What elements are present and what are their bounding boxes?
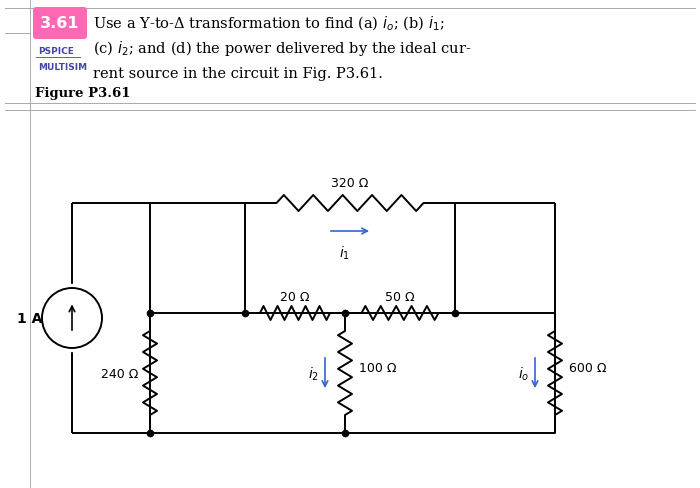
- Text: 100 Ω: 100 Ω: [359, 362, 396, 375]
- Text: 320 Ω: 320 Ω: [331, 177, 369, 190]
- Text: $i_2$: $i_2$: [308, 365, 319, 382]
- Text: Figure P3.61: Figure P3.61: [35, 87, 130, 100]
- Text: $i_1$: $i_1$: [340, 244, 351, 262]
- Text: rent source in the circuit in Fig. P3.61.: rent source in the circuit in Fig. P3.61…: [93, 67, 383, 81]
- Text: PSPICE: PSPICE: [38, 47, 74, 57]
- Text: 3.61: 3.61: [41, 17, 80, 31]
- Text: 1 A: 1 A: [18, 311, 43, 325]
- Text: 240 Ω: 240 Ω: [101, 367, 138, 380]
- Text: (c) $i_2$; and (d) the power delivered by the ideal cur-: (c) $i_2$; and (d) the power delivered b…: [93, 40, 471, 59]
- Text: Use a Y-to-Δ transformation to find (a) $i_o$; (b) $i_1$;: Use a Y-to-Δ transformation to find (a) …: [93, 15, 444, 33]
- Text: 50 Ω: 50 Ω: [385, 290, 415, 304]
- Text: 600 Ω: 600 Ω: [569, 362, 606, 375]
- Text: MULTISIM: MULTISIM: [38, 63, 87, 72]
- FancyBboxPatch shape: [33, 8, 87, 40]
- Circle shape: [42, 288, 102, 348]
- Text: $i_o$: $i_o$: [517, 365, 529, 382]
- Text: 20 Ω: 20 Ω: [280, 290, 309, 304]
